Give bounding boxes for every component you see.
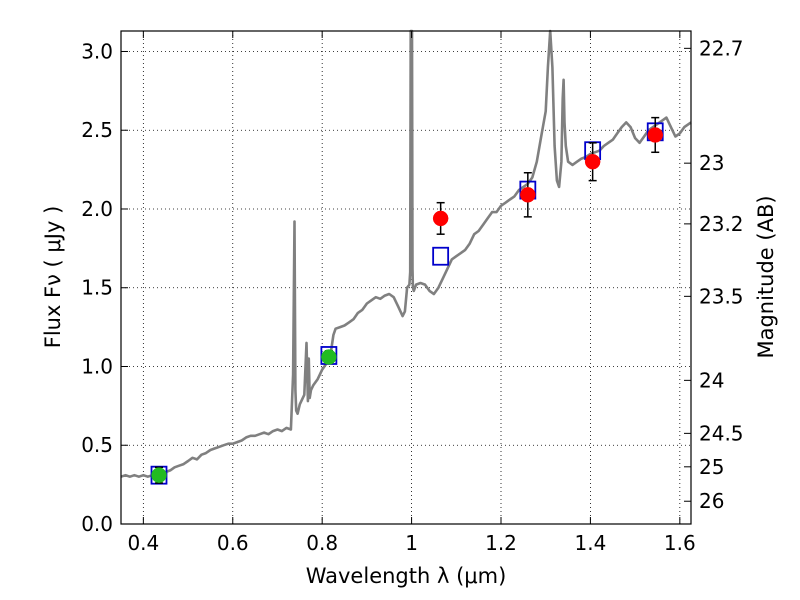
photometry-point (520, 187, 536, 203)
spectrum-line (120, 29, 692, 478)
y2-tick-label: 24 (699, 368, 724, 392)
y2-tick-label: 25 (699, 455, 724, 479)
plot-area (121, 31, 691, 524)
y-tick-label: 2.5 (81, 118, 113, 142)
axis-ticks: 0.4 0.6 0.8 1 1.2 1.4 1.6 0.0 0.5 1.0 1.5 2.0 2.5 3.0… (81, 31, 744, 555)
photometry-square (432, 246, 450, 266)
y2-axis-label: Magnitude (AB) (754, 195, 778, 358)
photometry-point (151, 467, 167, 483)
x-tick-label: 1.6 (664, 531, 696, 555)
y2-tick-label: 26 (699, 489, 724, 513)
data-markers (150, 116, 664, 485)
y2-tick-label: 22.7 (699, 36, 744, 60)
photometry-point (432, 210, 449, 227)
x-tick-label: 0.6 (217, 531, 249, 555)
photometry-point (647, 127, 663, 143)
x-tick-label: 1.4 (575, 531, 607, 555)
photometry-point (584, 153, 601, 170)
y2-tick-label: 23 (699, 151, 724, 175)
x-tick-label: 1 (405, 531, 418, 555)
x-tick-label: 0.4 (127, 531, 159, 555)
y2-tick-label: 23.5 (699, 284, 744, 308)
y-tick-label: 0.5 (81, 433, 113, 457)
x-tick-label: 1.2 (485, 531, 517, 555)
y-tick-label: 2.0 (81, 197, 113, 221)
y-tick-label: 3.0 (81, 39, 113, 63)
y-tick-label: 1.0 (81, 354, 113, 378)
x-axis-label: Wavelength λ (μm) (306, 564, 507, 588)
y2-tick-label: 23.2 (699, 212, 744, 236)
y-tick-label: 0.0 (81, 512, 113, 536)
x-tick-label: 0.8 (306, 531, 338, 555)
y-axis-label: Flux Fν ( μJy ) (41, 206, 65, 349)
model-spectrum (120, 29, 692, 478)
photometry-point (321, 349, 337, 365)
y-tick-label: 1.5 (81, 276, 113, 300)
plot-frame (120, 30, 692, 525)
y2-tick-label: 24.5 (699, 421, 744, 445)
